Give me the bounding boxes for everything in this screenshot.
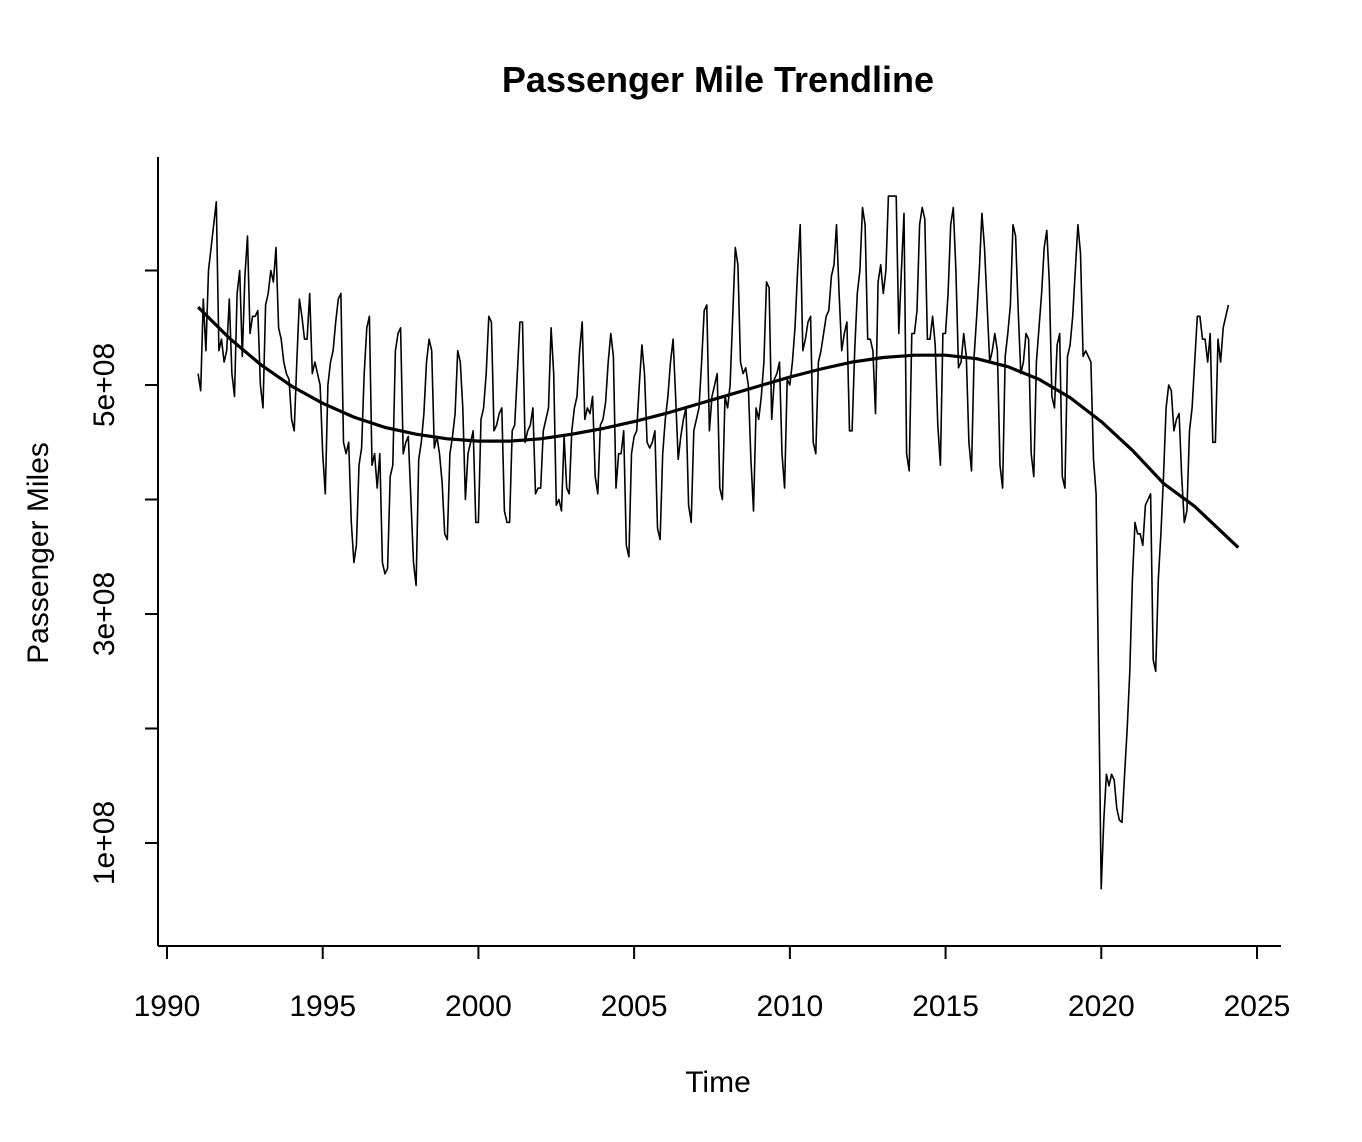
chart-title: Passenger Mile Trendline [502, 59, 934, 100]
x-tick-label: 1990 [134, 990, 201, 1023]
x-tick-label: 2000 [445, 990, 512, 1023]
monthly-series-line [197, 195, 1230, 890]
x-tick-label: 2020 [1068, 990, 1135, 1023]
x-tick-label: 2005 [601, 990, 668, 1023]
x-tick-label: 1995 [289, 990, 356, 1023]
y-tick-label: 3e+08 [88, 572, 121, 656]
x-tick-label: 2025 [1224, 990, 1291, 1023]
y-axis-label: Passenger Miles [22, 442, 55, 664]
trend-line-series [196, 305, 1240, 549]
x-tick-label: 2015 [912, 990, 979, 1023]
series-layer [196, 195, 1240, 890]
y-axis-ticks: 1e+08 3e+08 5e+08 [88, 269, 158, 885]
y-tick-label: 1e+08 [88, 801, 121, 885]
x-axis-label: Time [685, 1066, 751, 1099]
x-axis-ticks: 1990 1995 2000 2005 2010 2015 2020 2025 [134, 946, 1291, 1023]
y-tick-label: 5e+08 [88, 343, 121, 427]
x-tick-label: 2010 [756, 990, 823, 1023]
